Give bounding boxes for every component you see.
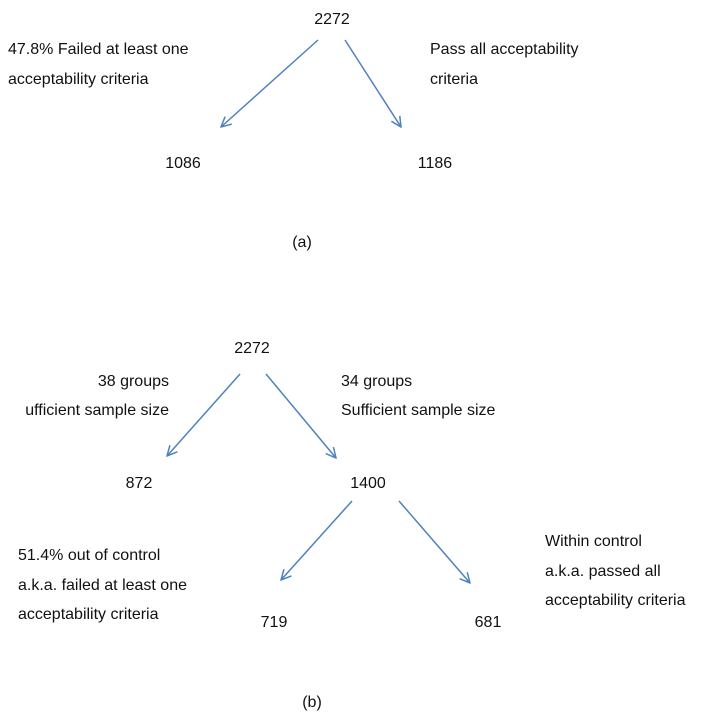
diagram-a-left-note-line1: 47.8% Failed at least one bbox=[8, 41, 189, 58]
arrow-a-left bbox=[221, 39, 319, 127]
diagram-b-lower-left-note-line3: acceptability criteria bbox=[18, 606, 159, 623]
arrow-b-lower-right bbox=[398, 500, 470, 583]
diagram-a-caption: (a) bbox=[292, 234, 312, 251]
diagram-a-left-note-line2: acceptability criteria bbox=[8, 71, 149, 88]
arrow-b-left bbox=[167, 373, 241, 456]
diagram-b-lower-right-note-line2: a.k.a. passed all bbox=[545, 563, 661, 580]
diagram-b-lower-left-note-line2: a.k.a. failed at least one bbox=[18, 577, 187, 594]
diagram-b-lower-left-note-line1: 51.4% out of control bbox=[18, 547, 161, 564]
diagram-b-left-leaf: 872 bbox=[125, 475, 153, 492]
diagram-b-lower-right-note-line3: acceptability criteria bbox=[545, 592, 686, 609]
diagram-b-right-note-line1: 34 groups bbox=[341, 373, 413, 390]
diagram-b-lower-right-leaf: 681 bbox=[474, 614, 502, 631]
arrow-b-right bbox=[265, 373, 336, 458]
arrow-a-right bbox=[344, 39, 401, 127]
diagram-a-right-note-line1: Pass all acceptability bbox=[430, 41, 579, 58]
diagram-a-right-leaf: 1186 bbox=[417, 155, 453, 172]
diagram-b-mid-node: 1400 bbox=[350, 475, 386, 492]
diagram-b-left-note-line2: ufficient sample size bbox=[25, 402, 169, 419]
diagram-b-caption: (b) bbox=[302, 694, 322, 711]
diagram-b-right-note-line2: Sufficient sample size bbox=[341, 402, 496, 419]
diagram-b-lower-right-note-line1: Within control bbox=[545, 533, 642, 550]
diagram-b-left-note-line1: 38 groups bbox=[97, 373, 169, 390]
diagram-a-right-note-line2: criteria bbox=[430, 71, 479, 88]
diagram-a-left-leaf: 1086 bbox=[165, 155, 201, 172]
diagram-b-root: 2272 bbox=[234, 340, 270, 357]
diagram-a-root: 2272 bbox=[314, 11, 350, 28]
arrow-b-lower-left bbox=[281, 500, 353, 580]
diagram-b-lower-left-leaf: 719 bbox=[260, 614, 288, 631]
